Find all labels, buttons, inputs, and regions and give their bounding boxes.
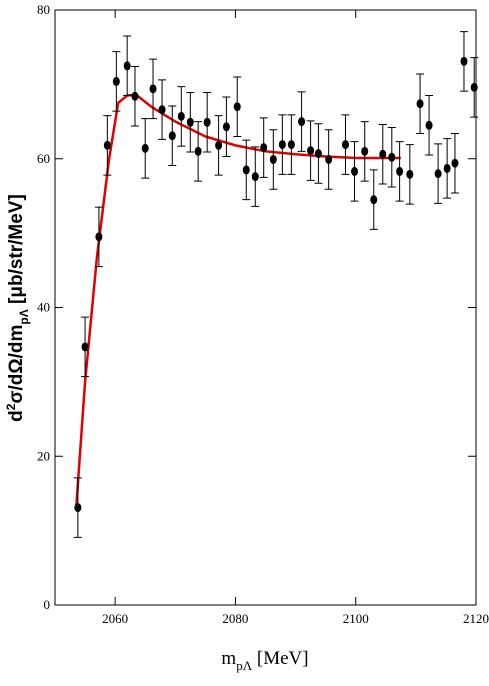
x-tick-label: 2100 (343, 611, 369, 626)
data-point (361, 146, 369, 156)
fit-curve (74, 93, 401, 510)
data-point (416, 99, 424, 109)
data-point (81, 342, 89, 352)
data-point (443, 163, 451, 173)
data-point (341, 140, 349, 150)
data-point (325, 154, 333, 164)
data-point (149, 84, 157, 94)
x-label-sub: pΛ (236, 658, 253, 673)
x-tick-label: 2060 (102, 611, 128, 626)
data-point (470, 82, 478, 92)
data-point (168, 131, 176, 141)
data-point (186, 117, 194, 127)
data-point (298, 117, 306, 127)
x-label-rest: [MeV] (252, 648, 308, 669)
data-point (103, 140, 111, 150)
y-tick-label: 20 (37, 448, 50, 463)
y-tick-label: 60 (37, 151, 50, 166)
data-point (194, 146, 202, 156)
y-label-sub: pΛ (17, 309, 31, 324)
x-tick-label: 2080 (222, 611, 248, 626)
data-point (123, 61, 131, 71)
data-point (74, 503, 82, 513)
data-point (95, 232, 103, 242)
data-point (379, 149, 387, 159)
data-point (425, 120, 433, 130)
data-point (260, 143, 268, 153)
data-point (406, 169, 414, 179)
data-point (434, 169, 442, 179)
data-point (112, 76, 120, 86)
data-point (242, 165, 250, 175)
data-point (269, 154, 277, 164)
data-point (370, 195, 378, 205)
data-point (141, 143, 149, 153)
data-point (460, 56, 468, 66)
y-tick-label: 0 (44, 597, 51, 612)
data-point (396, 166, 404, 176)
data-point (251, 172, 259, 182)
plot-frame (54, 9, 477, 606)
data-point (351, 166, 359, 176)
x-tick-label: 2120 (463, 611, 489, 626)
y-tick-label: 40 (37, 300, 50, 315)
data-point (314, 149, 322, 159)
x-label-main: m (221, 648, 236, 669)
data-point (177, 111, 185, 121)
data-point (158, 105, 166, 115)
data-point (278, 140, 286, 150)
y-label-rest: [μb/str/MeV] (6, 194, 27, 309)
y-label-main: d (6, 410, 27, 422)
data-point (233, 102, 241, 112)
data-point (307, 146, 315, 156)
data-point (451, 158, 459, 168)
y-axis-label: d2σ/dΩ/dmpΛ [μb/str/MeV] (4, 194, 31, 422)
data-point (215, 140, 223, 150)
y-label-sup: 2 (4, 403, 18, 410)
data-point (203, 117, 211, 127)
x-axis-label: mpΛ [MeV] (221, 648, 308, 673)
y-tick-label: 80 (37, 2, 50, 17)
data-point (131, 91, 139, 101)
data-point (388, 152, 396, 162)
data-point (222, 122, 230, 132)
data-point (287, 140, 295, 150)
y-label-mid: σ/dΩ/dm (6, 325, 27, 404)
